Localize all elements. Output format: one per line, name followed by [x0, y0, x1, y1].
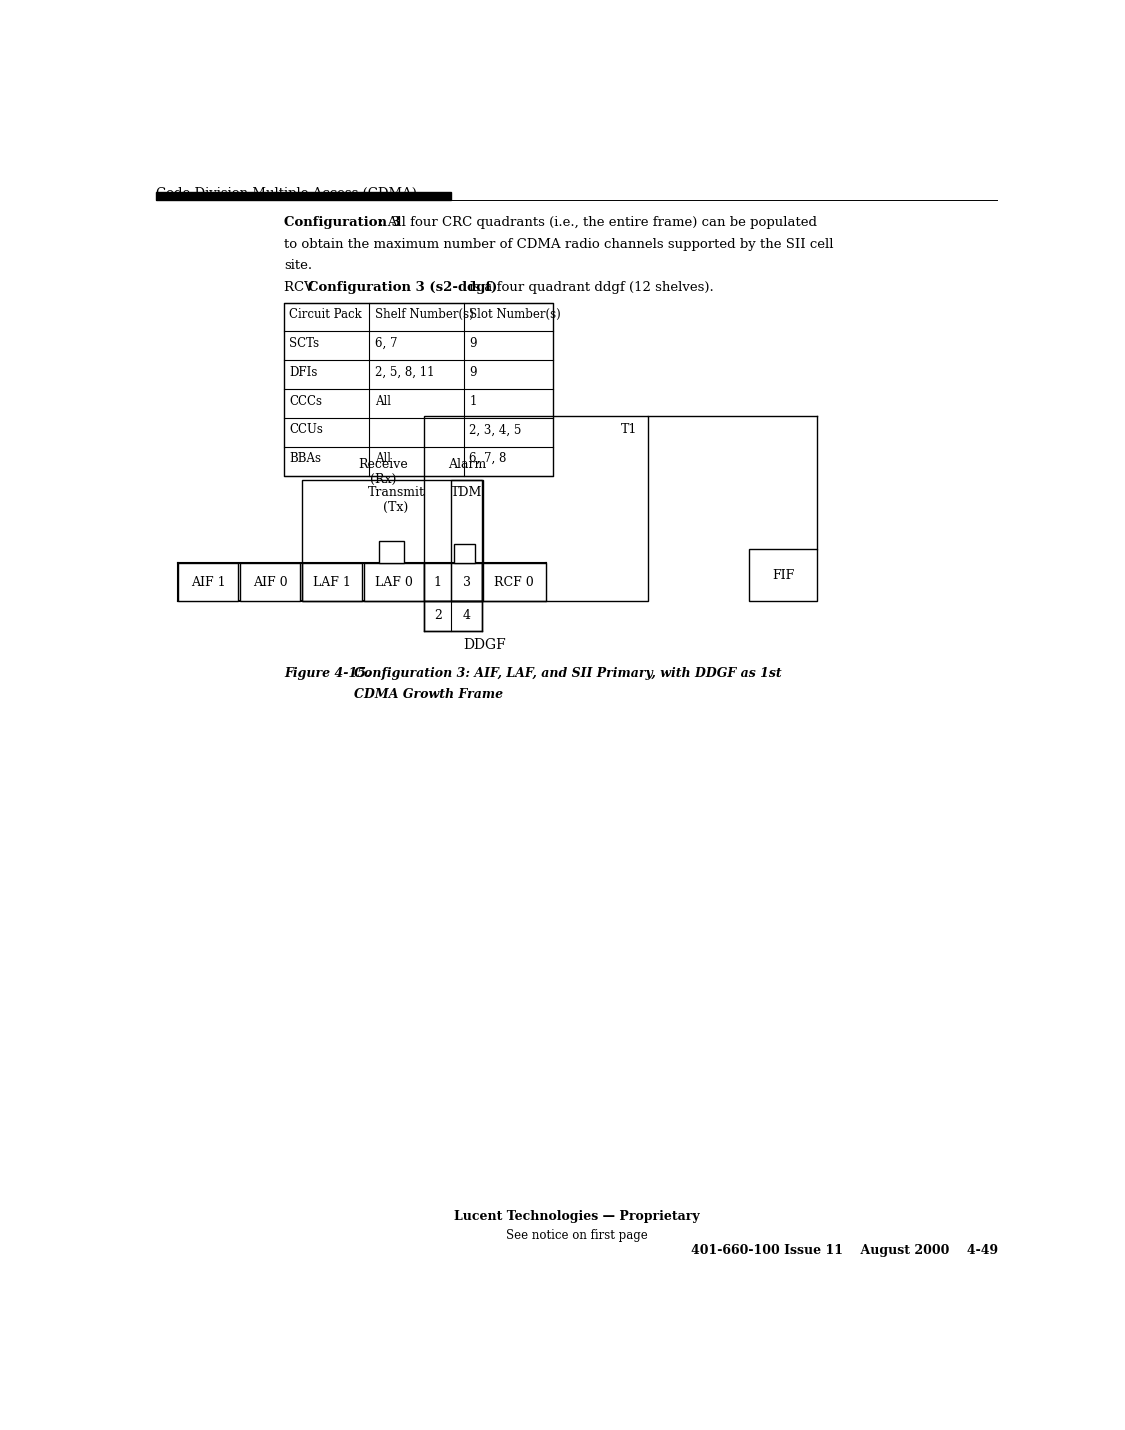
Bar: [453, 545, 476, 563]
Bar: [284, 303, 552, 476]
Text: CDMA Growth Frame: CDMA Growth Frame: [353, 688, 503, 701]
Text: site.: site.: [284, 259, 312, 272]
Text: 1: 1: [434, 575, 442, 589]
Text: Code Division Multiple Access (CDMA): Code Division Multiple Access (CDMA): [156, 187, 417, 200]
Text: 1: 1: [469, 395, 477, 408]
Text: 6, 7: 6, 7: [375, 337, 397, 350]
Text: Receive
(Rx): Receive (Rx): [358, 458, 408, 486]
Bar: [379, 541, 404, 563]
Bar: [240, 563, 300, 601]
Bar: [302, 479, 483, 601]
Bar: [363, 563, 424, 601]
Text: to obtain the maximum number of CDMA radio channels supported by the SII cell: to obtain the maximum number of CDMA rad…: [284, 237, 834, 250]
Text: Shelf Number(s): Shelf Number(s): [375, 307, 474, 320]
Bar: [423, 416, 648, 601]
Text: SCTs: SCTs: [289, 337, 319, 350]
Text: DFIs: DFIs: [289, 366, 317, 379]
Text: 4: 4: [462, 609, 471, 622]
Text: Configuration 3: Configuration 3: [284, 216, 400, 229]
Text: RCF 0: RCF 0: [494, 575, 534, 589]
Text: FIF: FIF: [772, 569, 794, 582]
Text: See notice on first page: See notice on first page: [506, 1228, 648, 1241]
Text: DDGF: DDGF: [464, 638, 506, 652]
Text: CCCs: CCCs: [289, 395, 323, 408]
Text: TDM: TDM: [451, 486, 483, 499]
Bar: [424, 563, 483, 601]
Text: LAF 0: LAF 0: [375, 575, 413, 589]
Text: RCV: RCV: [284, 280, 318, 295]
Bar: [302, 563, 362, 601]
Text: 6, 7, 8: 6, 7, 8: [469, 452, 506, 465]
Text: 2: 2: [434, 609, 442, 622]
Text: Figure 4-15.: Figure 4-15.: [284, 668, 370, 681]
Text: BBAs: BBAs: [289, 452, 322, 465]
Text: All: All: [375, 452, 390, 465]
Text: Configuration 3: AIF, LAF, and SII Primary, with DDGF as 1st: Configuration 3: AIF, LAF, and SII Prima…: [353, 668, 782, 681]
Text: T1: T1: [621, 423, 637, 436]
Text: CCUs: CCUs: [289, 423, 323, 436]
Text: Slot Number(s): Slot Number(s): [469, 307, 561, 320]
Bar: [483, 563, 546, 601]
Text: Circuit Pack: Circuit Pack: [289, 307, 362, 320]
Text: 401-660-100 Issue 11    August 2000    4-49: 401-660-100 Issue 11 August 2000 4-49: [692, 1244, 999, 1257]
Text: Lucent Technologies — Proprietary: Lucent Technologies — Proprietary: [453, 1210, 700, 1223]
Text: Alarm: Alarm: [448, 458, 486, 470]
Bar: [749, 549, 817, 601]
Text: 2, 5, 8, 11: 2, 5, 8, 11: [375, 366, 434, 379]
Text: AIF 1: AIF 1: [191, 575, 225, 589]
Bar: [178, 563, 238, 601]
Bar: [451, 479, 483, 601]
Bar: [424, 601, 483, 631]
Text: : All four CRC quadrants (i.e., the entire frame) can be populated: : All four CRC quadrants (i.e., the enti…: [378, 216, 817, 229]
Text: is a four quadrant ddgf (12 shelves).: is a four quadrant ddgf (12 shelves).: [465, 280, 713, 295]
Text: 3: 3: [462, 575, 471, 589]
Text: 9: 9: [469, 337, 477, 350]
Text: 9: 9: [469, 366, 477, 379]
Text: All: All: [375, 395, 390, 408]
Text: AIF 0: AIF 0: [253, 575, 287, 589]
Text: LAF 1: LAF 1: [313, 575, 351, 589]
Text: Transmit
(Tx): Transmit (Tx): [368, 486, 424, 513]
Bar: [156, 193, 451, 200]
Text: 2, 3, 4, 5: 2, 3, 4, 5: [469, 423, 522, 436]
Text: Configuration 3 (s2-ddgf): Configuration 3 (s2-ddgf): [308, 280, 497, 295]
